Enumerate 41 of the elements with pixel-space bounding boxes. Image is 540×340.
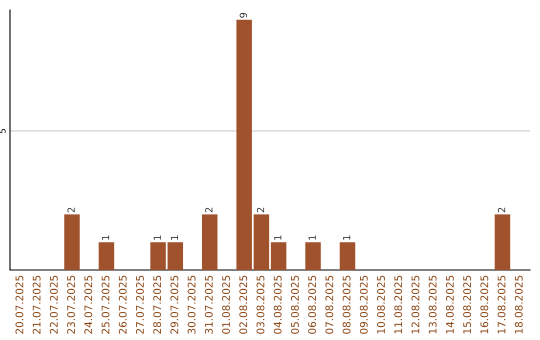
x-tick-label: 06.08.2025 — [308, 276, 316, 334]
data-label: 1 — [102, 236, 110, 240]
x-tick-label: 28.07.2025 — [153, 276, 162, 334]
data-label: 1 — [154, 236, 161, 240]
data-label: 1 — [274, 236, 282, 240]
x-tick-label: 08.08.2025 — [342, 276, 351, 334]
data-label: 2 — [256, 208, 264, 212]
x-tick-label: 25.07.2025 — [102, 276, 110, 334]
x-tick-label: 11.08.2025 — [394, 276, 402, 334]
x-tick-label: 01.08.2025 — [222, 276, 230, 334]
x-tick-label: 31.07.2025 — [204, 276, 213, 334]
x-tick-label: 17.08.2025 — [498, 276, 506, 334]
data-label: 9 — [240, 12, 247, 18]
x-tick-label: 03.08.2025 — [256, 276, 264, 334]
x-tick-label: 29.07.2025 — [170, 276, 178, 334]
data-label: 2 — [498, 208, 506, 212]
x-tick-label: 07.08.2025 — [325, 276, 334, 334]
x-tick-label: 16.08.2025 — [480, 276, 488, 334]
x-tick-label: 24.07.2025 — [84, 276, 92, 334]
x-tick-label: 02.08.2025 — [239, 276, 248, 334]
x-tick-label: 04.08.2025 — [274, 276, 282, 334]
x-tick-label: 21.07.2025 — [32, 276, 41, 334]
x-tick-label: 05.08.2025 — [290, 276, 299, 334]
x-tick-label: 13.08.2025 — [428, 276, 437, 334]
x-tick-label: 20.07.2025 — [15, 276, 24, 334]
data-label: 1 — [170, 236, 178, 240]
data-label: 2 — [205, 208, 212, 212]
x-tick-label: 27.07.2025 — [136, 276, 144, 334]
data-label: 1 — [308, 236, 316, 240]
x-tick-label: 14.08.2025 — [446, 276, 454, 334]
x-tick-label: 23.07.2025 — [67, 276, 76, 334]
x-tick-label: 09.08.2025 — [360, 276, 368, 334]
data-label: 2 — [67, 208, 75, 212]
x-tick-label: 22.07.2025 — [50, 276, 58, 334]
x-tick-label: 18.08.2025 — [514, 276, 523, 334]
x-tick-label: 10.08.2025 — [377, 276, 385, 334]
data-label: 1 — [343, 236, 350, 240]
x-tick-label: 15.08.2025 — [463, 276, 472, 334]
x-tick-label: 26.07.2025 — [118, 276, 127, 334]
x-tick-label: 30.07.2025 — [188, 276, 196, 334]
x-tick-label: 12.08.2025 — [412, 276, 420, 334]
